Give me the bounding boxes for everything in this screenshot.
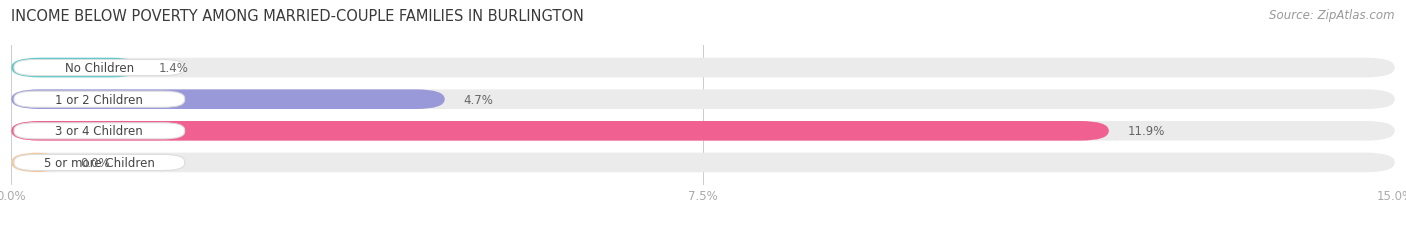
FancyBboxPatch shape	[11, 58, 1395, 78]
Text: No Children: No Children	[65, 62, 134, 75]
FancyBboxPatch shape	[11, 153, 1395, 173]
Text: Source: ZipAtlas.com: Source: ZipAtlas.com	[1270, 9, 1395, 22]
FancyBboxPatch shape	[11, 58, 141, 78]
Text: 3 or 4 Children: 3 or 4 Children	[55, 125, 143, 138]
Text: 1.4%: 1.4%	[159, 62, 188, 75]
FancyBboxPatch shape	[14, 123, 184, 139]
FancyBboxPatch shape	[14, 155, 184, 171]
FancyBboxPatch shape	[11, 122, 1109, 141]
Text: 5 or more Children: 5 or more Children	[44, 156, 155, 169]
Text: INCOME BELOW POVERTY AMONG MARRIED-COUPLE FAMILIES IN BURLINGTON: INCOME BELOW POVERTY AMONG MARRIED-COUPL…	[11, 9, 583, 24]
Text: 4.7%: 4.7%	[463, 93, 494, 106]
FancyBboxPatch shape	[11, 90, 1395, 109]
FancyBboxPatch shape	[11, 122, 1395, 141]
Text: 11.9%: 11.9%	[1128, 125, 1164, 138]
FancyBboxPatch shape	[11, 90, 444, 109]
FancyBboxPatch shape	[14, 60, 184, 76]
Text: 0.0%: 0.0%	[80, 156, 110, 169]
Text: 1 or 2 Children: 1 or 2 Children	[55, 93, 143, 106]
FancyBboxPatch shape	[14, 92, 184, 108]
FancyBboxPatch shape	[11, 153, 62, 173]
